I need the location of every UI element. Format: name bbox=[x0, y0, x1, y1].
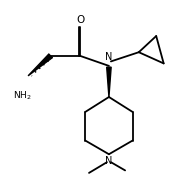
Polygon shape bbox=[28, 54, 52, 76]
Text: N: N bbox=[105, 156, 113, 166]
Text: O: O bbox=[76, 15, 84, 25]
Text: NH$_2$: NH$_2$ bbox=[13, 90, 31, 102]
Polygon shape bbox=[107, 67, 111, 97]
Text: N: N bbox=[105, 52, 113, 62]
